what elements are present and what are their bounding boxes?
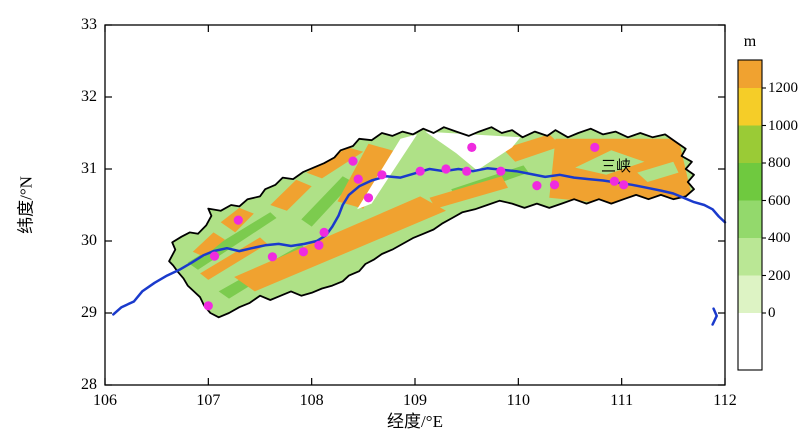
x-tick-label: 110	[506, 392, 531, 409]
x-tick-label: 106	[93, 392, 117, 409]
terrain-orange-patch	[192, 232, 225, 257]
terrain-orange-patch	[502, 134, 562, 162]
station-dot	[314, 240, 324, 250]
y-tick-label: 28	[81, 376, 97, 393]
terrain-green-stripe	[301, 176, 353, 227]
terrain-orange-patch	[429, 176, 508, 209]
colorbar-tick-label: 800	[768, 155, 791, 171]
y-tick-label: 31	[81, 160, 97, 177]
station-dot	[609, 176, 620, 186]
station-dot	[319, 227, 329, 237]
x-tick-label: 107	[196, 392, 221, 409]
basin-outline	[168, 126, 695, 319]
x-tick-label: 108	[299, 392, 324, 409]
y-tick-label: 30	[81, 232, 97, 249]
station-dot	[353, 174, 363, 184]
station-dot	[619, 180, 629, 190]
x-tick-label: 112	[713, 392, 737, 409]
colorbar-segment	[738, 163, 762, 201]
colorbar-tick-label: 1000	[768, 117, 798, 134]
colorbar-tick-label: 200	[768, 267, 791, 284]
station-dot	[298, 247, 308, 257]
region-label-sanxia: 三峡	[601, 158, 632, 175]
x-tick-label: 111	[610, 392, 634, 409]
terrain-nodata-patch	[357, 134, 418, 210]
station-dot	[267, 252, 277, 262]
station-dot	[441, 164, 451, 174]
y-tick-label: 33	[81, 16, 97, 33]
station-dot	[532, 181, 542, 191]
colorbar-title: m	[743, 33, 757, 50]
station-dot	[233, 215, 243, 225]
colorbar-tick-label: 0	[768, 305, 776, 321]
station-dot	[415, 166, 425, 176]
station-dot	[363, 193, 374, 203]
station-dot	[496, 166, 506, 176]
terrain-green-patch	[637, 161, 679, 182]
y-tick-label: 29	[81, 304, 97, 321]
station-dot	[549, 180, 560, 190]
station-dot	[377, 170, 387, 180]
colorbar-tick-label: 600	[768, 192, 791, 209]
colorbar-segment	[738, 125, 762, 163]
terrain-green-stripe	[187, 212, 277, 270]
colorbar-tick-label: 400	[768, 230, 791, 246]
station-dot	[467, 142, 477, 152]
terrain-orange-patch	[306, 147, 364, 179]
station-dot	[209, 251, 220, 261]
terrain-orange-patch	[270, 179, 312, 211]
river-segment	[711, 307, 718, 326]
x-tick-label: 109	[403, 392, 427, 409]
station-dot	[590, 142, 600, 152]
y-tick-label: 32	[81, 88, 97, 105]
x-axis-label: 经度/°E	[387, 412, 443, 431]
station-dot	[462, 166, 472, 176]
yangtze-river	[112, 167, 727, 316]
colorbar-segment	[738, 60, 762, 88]
colorbar-segment	[738, 88, 762, 126]
station-dot	[348, 156, 358, 166]
y-axis-label: 纬度/°N	[16, 176, 36, 234]
colorbar-border	[737, 59, 763, 371]
colorbar-segment	[738, 275, 762, 313]
station-dot	[203, 301, 213, 311]
terrain-orange-patch	[234, 196, 446, 292]
colorbar-segment	[738, 200, 762, 238]
colorbar-segment	[738, 313, 762, 370]
colorbar-tick-label: 1200	[768, 80, 798, 96]
colorbar-segment	[738, 238, 762, 276]
terrain-green-patch	[575, 150, 645, 175]
